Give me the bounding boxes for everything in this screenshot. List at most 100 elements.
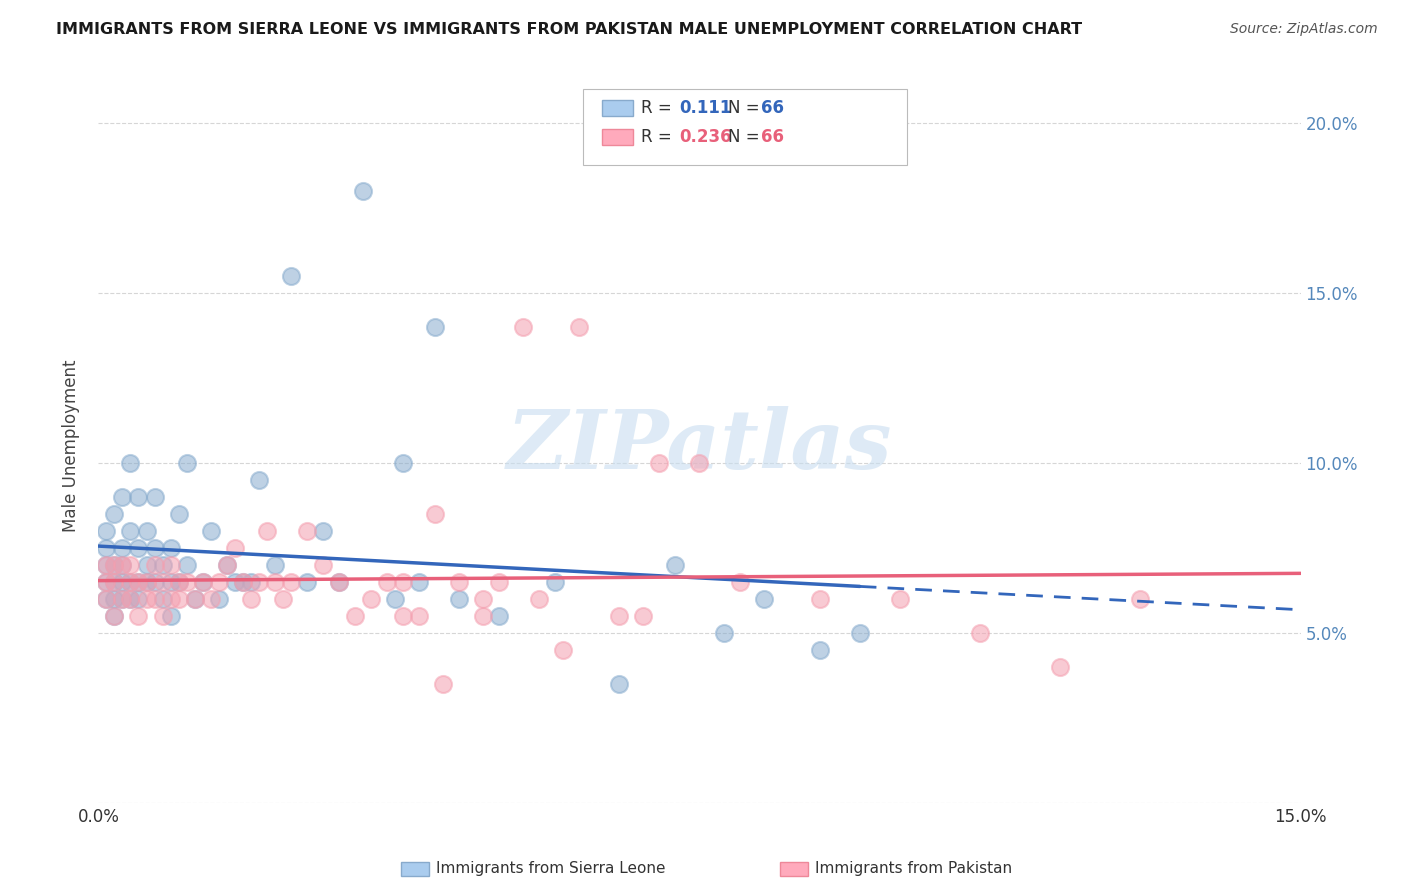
Point — [111, 541, 134, 555]
Point — [689, 456, 711, 470]
Point — [312, 524, 335, 538]
Point — [384, 591, 406, 606]
Point — [96, 574, 118, 589]
Point — [120, 591, 142, 606]
Point — [103, 591, 125, 606]
Point — [271, 591, 294, 606]
Point — [423, 320, 446, 334]
Point — [232, 574, 254, 589]
Point — [167, 507, 190, 521]
Point — [128, 541, 150, 555]
Text: R =: R = — [641, 128, 678, 146]
Point — [143, 591, 166, 606]
Point — [200, 524, 222, 538]
Point — [224, 574, 246, 589]
Point — [553, 643, 575, 657]
Point — [96, 591, 118, 606]
Text: Immigrants from Pakistan: Immigrants from Pakistan — [815, 862, 1012, 876]
Point — [128, 608, 150, 623]
Text: 66: 66 — [761, 99, 783, 117]
Point — [1129, 591, 1152, 606]
Point — [176, 558, 198, 572]
Point — [256, 524, 278, 538]
Point — [135, 591, 157, 606]
Point — [512, 320, 534, 334]
Point — [96, 558, 118, 572]
Point — [111, 558, 134, 572]
Text: N =: N = — [728, 99, 765, 117]
Point — [103, 608, 125, 623]
Text: Immigrants from Sierra Leone: Immigrants from Sierra Leone — [436, 862, 665, 876]
Point — [312, 558, 335, 572]
Point — [408, 608, 430, 623]
Point — [232, 574, 254, 589]
Point — [128, 574, 150, 589]
Point — [808, 643, 831, 657]
Point — [568, 320, 591, 334]
Point — [159, 574, 181, 589]
Point — [447, 591, 470, 606]
Point — [152, 608, 174, 623]
Point — [472, 591, 495, 606]
Point — [392, 608, 415, 623]
Point — [120, 591, 142, 606]
Point — [728, 574, 751, 589]
Point — [328, 574, 350, 589]
Point — [135, 574, 157, 589]
Point — [609, 608, 631, 623]
Point — [280, 269, 302, 284]
Point — [208, 574, 231, 589]
Point — [208, 591, 231, 606]
Point — [152, 558, 174, 572]
Point — [120, 574, 142, 589]
Text: N =: N = — [728, 128, 765, 146]
Point — [432, 677, 454, 691]
Point — [111, 558, 134, 572]
Point — [215, 558, 238, 572]
Point — [713, 626, 735, 640]
Point — [263, 574, 285, 589]
Point — [529, 591, 551, 606]
Point — [152, 574, 174, 589]
Point — [103, 558, 125, 572]
Point — [111, 591, 134, 606]
Point — [159, 558, 181, 572]
Point — [375, 574, 398, 589]
Text: ZIPatlas: ZIPatlas — [506, 406, 893, 486]
Point — [120, 524, 142, 538]
Point — [423, 507, 446, 521]
Point — [111, 591, 134, 606]
Y-axis label: Male Unemployment: Male Unemployment — [62, 359, 80, 533]
Point — [103, 507, 125, 521]
Point — [609, 677, 631, 691]
Point — [159, 541, 181, 555]
Point — [488, 608, 510, 623]
Point — [103, 558, 125, 572]
Point — [176, 456, 198, 470]
Point — [167, 574, 190, 589]
Point — [889, 591, 911, 606]
Text: IMMIGRANTS FROM SIERRA LEONE VS IMMIGRANTS FROM PAKISTAN MALE UNEMPLOYMENT CORRE: IMMIGRANTS FROM SIERRA LEONE VS IMMIGRAN… — [56, 22, 1083, 37]
Point — [128, 591, 150, 606]
Point — [135, 558, 157, 572]
Point — [648, 456, 671, 470]
Point — [360, 591, 382, 606]
Point — [191, 574, 214, 589]
Point — [128, 490, 150, 504]
Point — [544, 574, 567, 589]
Point — [103, 608, 125, 623]
Point — [247, 574, 270, 589]
Point — [103, 574, 125, 589]
Point — [120, 456, 142, 470]
Point — [1049, 660, 1071, 674]
Point — [343, 608, 366, 623]
Point — [143, 574, 166, 589]
Point — [167, 591, 190, 606]
Point — [808, 591, 831, 606]
Point — [488, 574, 510, 589]
Point — [152, 591, 174, 606]
Point — [96, 558, 118, 572]
Point — [143, 558, 166, 572]
Point — [328, 574, 350, 589]
Point — [128, 574, 150, 589]
